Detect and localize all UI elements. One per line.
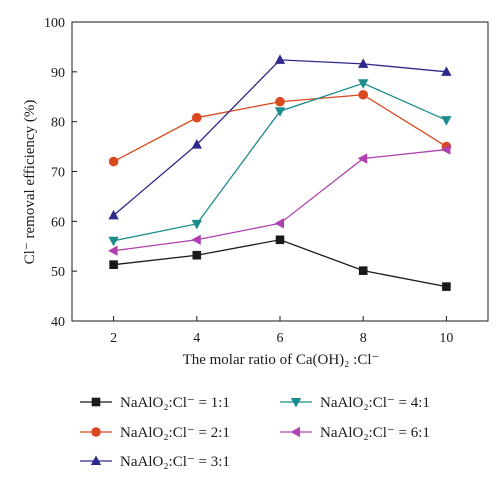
series-4-line <box>113 82 447 242</box>
legend-marker-2 <box>91 427 101 437</box>
legend-label-5: NaAlO₂:Cl⁻ = 6:1 <box>320 425 430 441</box>
series-5 <box>108 144 451 256</box>
y-tick-label-100: 100 <box>44 16 65 31</box>
series-3-point-4 <box>191 139 202 149</box>
series-5-point-2 <box>108 245 118 256</box>
series-1-point-2 <box>109 260 118 269</box>
series-1-point-4 <box>192 250 202 260</box>
series-2-point-4 <box>192 112 202 123</box>
series-5-point-6 <box>274 218 284 229</box>
y-tick-label-70: 70 <box>51 166 65 181</box>
series-4-point-6 <box>274 107 286 117</box>
series-4-point-8 <box>358 79 369 89</box>
axes: 40 50 60 70 80 90 100 2 4 6 8 10 <box>44 16 453 346</box>
series-1-point-6 <box>275 235 285 245</box>
legend: NaAlO₂:Cl⁻ = 1:1 NaAlO₂:Cl⁻ = 2:1 NaAlO₂:C… <box>80 395 430 470</box>
series-5-point-10 <box>440 144 451 155</box>
legend-item-1: NaAlO₂:Cl⁻ = 1:1 <box>80 395 230 411</box>
series-3-line <box>113 59 447 216</box>
legend-label-4: NaAlO₂:Cl⁻ = 4:1 <box>320 395 430 411</box>
legend-label-1: NaAlO₂:Cl⁻ = 1:1 <box>120 395 230 411</box>
legend-marker-4 <box>290 398 302 408</box>
series-3-point-10 <box>441 66 452 76</box>
series-5-point-4 <box>191 234 201 245</box>
series-4-point-2 <box>108 236 119 247</box>
series-1-point-8 <box>358 266 368 275</box>
series-1 <box>109 235 451 291</box>
series-2-point-8 <box>358 89 369 100</box>
series-3 <box>108 54 452 220</box>
series-4 <box>108 79 452 247</box>
x-tick-label-10: 10 <box>439 331 453 346</box>
series-3-point-2 <box>108 209 119 220</box>
legend-label-3: NaAlO₂:Cl⁻ = 3:1 <box>120 454 230 470</box>
series-1-line <box>113 239 447 288</box>
series-3-point-6 <box>274 54 286 64</box>
y-tick-label-90: 90 <box>51 66 65 81</box>
y-tick-label-80: 80 <box>51 116 65 131</box>
series-2 <box>108 89 452 167</box>
legend-item-4: NaAlO₂:Cl⁻ = 4:1 <box>280 395 430 411</box>
y-tick-label-60: 60 <box>51 215 65 230</box>
series-5-point-8 <box>357 153 368 164</box>
legend-label-2: NaAlO₂:Cl⁻ = 2:1 <box>120 425 230 441</box>
series-2-point-6 <box>275 96 285 107</box>
legend-marker-3 <box>90 455 102 465</box>
legend-marker-1 <box>91 397 101 407</box>
y-tick-label-50: 50 <box>51 265 65 280</box>
legend-marker-5 <box>290 426 300 438</box>
y-axis-label: Cl⁻ removal efficiency (%) <box>22 100 38 265</box>
x-tick-label-8: 8 <box>360 331 367 346</box>
plot-frame <box>71 21 489 322</box>
series-4-point-10 <box>441 116 452 126</box>
series-3-point-8 <box>358 58 369 68</box>
series-layer <box>108 54 452 291</box>
legend-item-2: NaAlO₂:Cl⁻ = 2:1 <box>80 425 230 441</box>
legend-item-3: NaAlO₂:Cl⁻ = 3:1 <box>80 454 230 470</box>
y-tick-label-40: 40 <box>51 315 65 330</box>
x-axis-label: The molar ratio of Ca(OH)₂ :Cl⁻ <box>183 352 380 368</box>
series-1-point-10 <box>442 282 451 291</box>
series-4-point-4 <box>191 219 202 230</box>
x-tick-label-6: 6 <box>277 331 284 346</box>
x-tick-label-2: 2 <box>110 331 117 346</box>
x-tick-label-4: 4 <box>193 331 200 346</box>
plot-frame-layer <box>71 21 489 322</box>
legend-item-5: NaAlO₂:Cl⁻ = 6:1 <box>280 425 430 441</box>
series-2-point-2 <box>108 156 119 167</box>
